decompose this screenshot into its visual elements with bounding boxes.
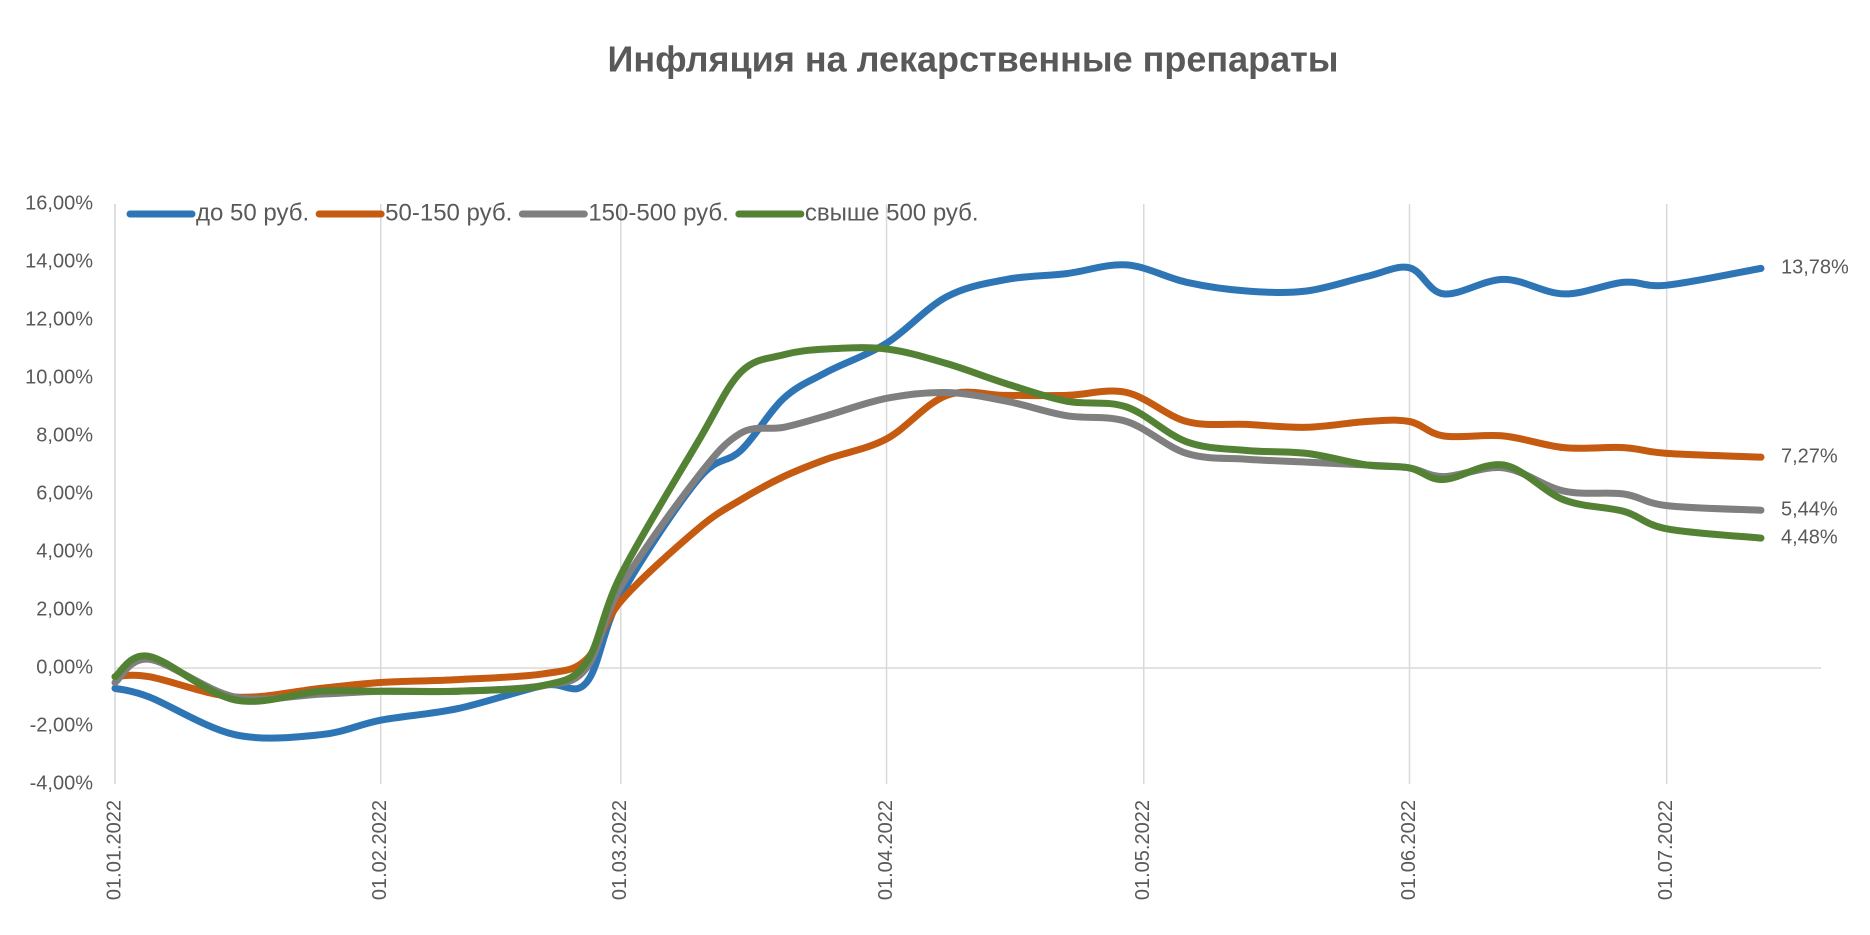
end-label: 7,27% xyxy=(1781,445,1838,467)
y-tick-label: 10,00% xyxy=(25,366,93,388)
x-tick-label: 01.04.2022 xyxy=(875,800,897,900)
x-tick-label: 01.02.2022 xyxy=(369,800,391,900)
y-tick-label: 14,00% xyxy=(25,250,93,272)
end-label: 13,78% xyxy=(1781,257,1849,279)
series-line xyxy=(111,387,1765,701)
legend-label: свыше 500 руб. xyxy=(805,199,979,226)
x-tick-label: 01.06.2022 xyxy=(1398,800,1420,900)
x-tick-label: 01.03.2022 xyxy=(609,800,631,900)
y-tick-label: 4,00% xyxy=(36,540,93,562)
end-label: 5,44% xyxy=(1781,499,1838,521)
end-label: 4,48% xyxy=(1781,526,1838,548)
legend-label: до 50 руб. xyxy=(196,199,309,226)
y-tick-label: -4,00% xyxy=(30,772,94,794)
y-tick-label: -2,00% xyxy=(30,714,94,736)
y-tick-label: 2,00% xyxy=(36,598,93,620)
chart-title: Инфляция на лекарственные препараты xyxy=(607,39,1338,80)
series-line xyxy=(111,261,1765,742)
x-tick-label: 01.05.2022 xyxy=(1132,800,1154,900)
y-tick-label: 0,00% xyxy=(36,656,93,678)
y-tick-label: 6,00% xyxy=(36,482,93,504)
legend-label: 150-500 руб. xyxy=(588,199,729,226)
y-tick-label: 12,00% xyxy=(25,308,93,330)
x-tick-label: 01.01.2022 xyxy=(103,800,125,900)
series-line xyxy=(111,344,1765,705)
y-tick-label: 16,00% xyxy=(25,192,93,214)
legend-label: 50-150 руб. xyxy=(385,199,512,226)
x-tick-label: 01.07.2022 xyxy=(1655,800,1677,900)
y-tick-label: 8,00% xyxy=(36,424,93,446)
